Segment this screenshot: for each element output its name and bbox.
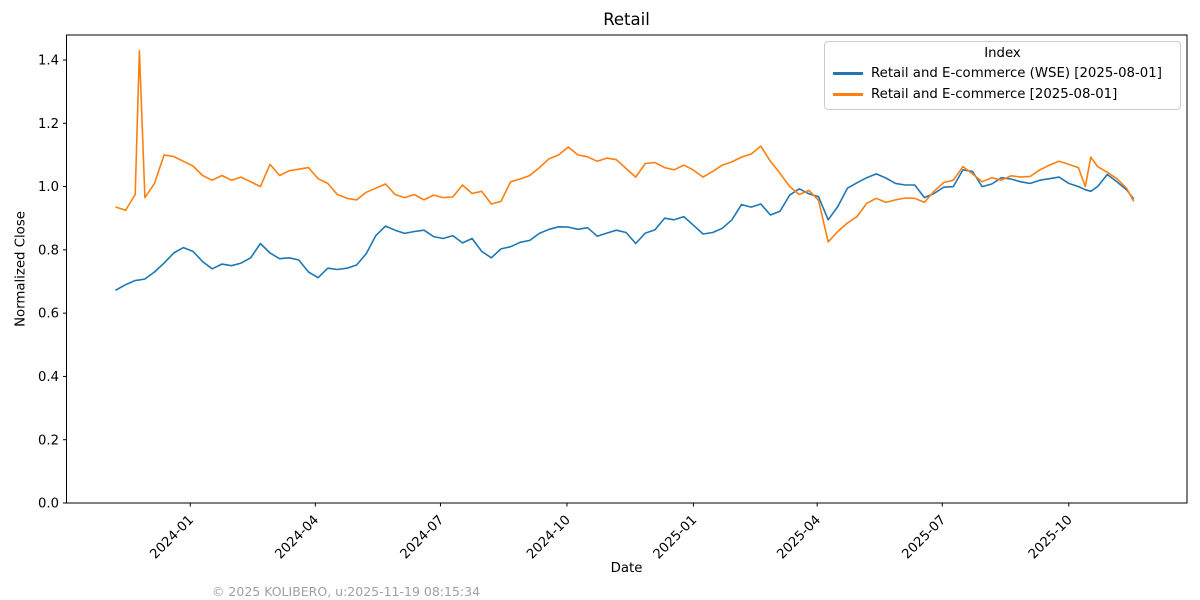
y-tick-label: 0.0: [38, 497, 59, 512]
legend-line-sample-blue: [833, 72, 863, 75]
x-tick-label: 2024-01: [147, 513, 197, 563]
x-tick-label: 2025-01: [651, 513, 701, 563]
copyright-footer: © 2025 KOLIBERO, u:2025-11-19 08:15:34: [211, 584, 481, 599]
y-tick-label: 0.4: [38, 370, 59, 385]
legend-line-sample-orange: [833, 93, 863, 96]
legend: Index Retail and E-commerce (WSE) [2025-…: [824, 41, 1181, 110]
series-line-ecommerce: [115, 49, 1135, 243]
y-tick-label: 0.8: [38, 243, 59, 258]
legend-label: Retail and E-commerce (WSE) [2025-08-01]: [871, 66, 1162, 81]
legend-entry-wse: Retail and E-commerce (WSE) [2025-08-01]: [833, 63, 1172, 84]
x-tick-label: 2025-04: [774, 513, 824, 563]
x-tick-label: 2025-07: [900, 513, 950, 563]
x-tick-label: 2024-10: [524, 513, 574, 563]
tick-labels: 2024-01 2024-04 2024-07 2024-10 2025-01 2025-…: [38, 54, 1076, 563]
y-tick-label: 0.6: [38, 307, 59, 322]
x-tick-label: 2025-10: [1026, 513, 1076, 563]
y-tick-label: 1.0: [38, 180, 59, 195]
y-tick-label: 1.4: [38, 54, 59, 69]
x-tick-label: 2024-07: [398, 513, 448, 563]
x-tick-label: 2024-04: [273, 513, 323, 563]
axes-border: [66, 34, 1188, 504]
series-lines: [115, 49, 1135, 291]
plot-frame: [66, 34, 1188, 504]
legend-entry-ecommerce: Retail and E-commerce [2025-08-01]: [833, 84, 1172, 105]
chart-title: Retail: [603, 10, 650, 29]
legend-label: Retail and E-commerce [2025-08-01]: [871, 87, 1118, 102]
y-tick-label: 0.2: [38, 433, 59, 448]
y-tick-label: 1.2: [38, 117, 59, 132]
y-axis-label: Normalized Close: [13, 211, 29, 327]
x-axis-label: Date: [610, 561, 643, 576]
tick-marks: [63, 59, 1070, 507]
legend-title: Index: [984, 46, 1021, 61]
series-line-wse: [115, 169, 1135, 291]
